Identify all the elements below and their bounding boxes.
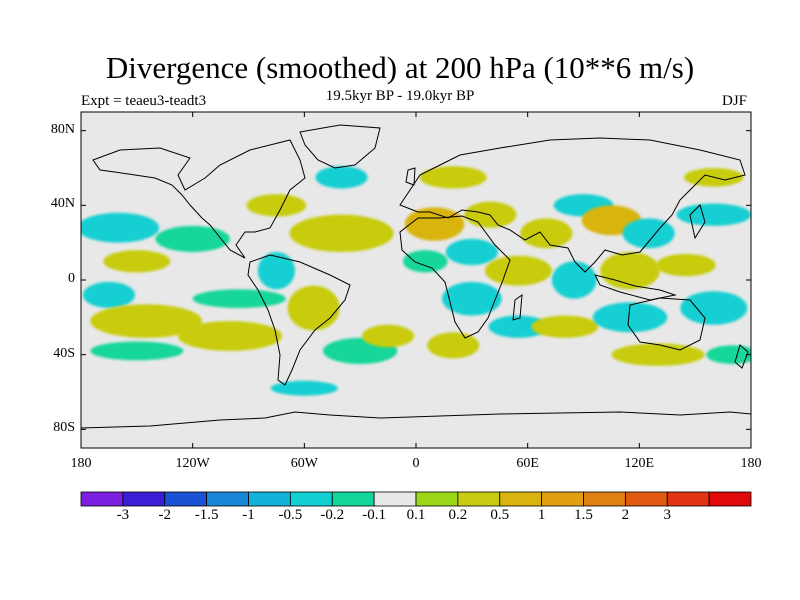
colorbar-swatch-11 [541, 491, 584, 507]
colorbar-swatch-12 [583, 491, 626, 507]
divergence-region-3 [90, 304, 202, 338]
lon-label-3: 0 [412, 456, 420, 471]
lat-label-80n: 80N [50, 121, 75, 137]
divergence-region-35 [680, 291, 748, 325]
divergence-region-32 [622, 218, 675, 249]
divergence-region-22 [464, 201, 517, 228]
colorbar-label-2: -1.5 [194, 507, 219, 523]
lon-label-0: 180 [70, 456, 92, 471]
divergence-field [81, 166, 751, 396]
experiment-label: Expt = teaeu3-teadt3 [81, 93, 207, 109]
colorbar-swatch-2 [164, 491, 208, 507]
divergence-region-33 [611, 343, 705, 366]
season-label: DJF [722, 93, 748, 109]
colorbar-label-3: -1 [242, 507, 255, 523]
divergence-region-9 [257, 251, 296, 290]
divergence-region-12 [315, 166, 368, 189]
colorbar-swatch-4 [248, 491, 291, 507]
divergence-region-6 [177, 321, 282, 351]
colorbar-label-1: -2 [158, 507, 172, 523]
colorbar-label-7: 0.1 [406, 507, 426, 523]
colorbar-swatch-6 [331, 491, 375, 507]
divergence-region-38 [706, 345, 751, 364]
colorbar-swatch-13 [624, 491, 668, 507]
divergence-region-31 [592, 302, 668, 333]
colorbar-swatch-15 [708, 491, 752, 507]
divergence-region-1 [103, 250, 171, 273]
divergence-region-2 [82, 281, 135, 308]
lon-label-2: 60W [290, 456, 318, 471]
coastlines [81, 124, 751, 429]
coastline-indonesia [594, 274, 677, 301]
divergence-region-30 [600, 251, 660, 290]
coastline-north-america [92, 139, 306, 259]
divergence-region-4 [90, 341, 184, 361]
colorbar-label-10: 1 [537, 507, 546, 523]
coastline-uk [405, 167, 416, 186]
axis-ticks [80, 112, 752, 448]
divergence-region-36 [676, 203, 751, 226]
lon-label-4: 60E [516, 456, 539, 471]
colorbar-swatch-10 [499, 491, 543, 507]
colorbar-label-12: 2 [621, 507, 630, 523]
colorbar-label-8: 0.2 [448, 507, 468, 523]
divergence-region-27 [531, 315, 599, 338]
coastline-greenland [299, 124, 381, 169]
divergence-region-10 [287, 285, 340, 331]
divergence-region-21 [427, 332, 480, 359]
colorbar-label-11: 1.5 [574, 507, 593, 523]
colorbar-label-9: 0.5 [490, 507, 510, 523]
colorbar-label-4: -0.5 [278, 507, 303, 523]
coastline-japan [689, 204, 706, 240]
divergence-region-0 [81, 212, 160, 243]
coastline-australia [627, 297, 706, 351]
lat-label-80s: 80S [53, 420, 75, 436]
divergence-region-20 [442, 281, 502, 316]
divergence-region-34 [656, 253, 716, 277]
divergence-region-15 [362, 324, 415, 348]
coastline-madagascar [512, 293, 523, 321]
lon-label-5: 120E [624, 456, 655, 471]
divergence-region-26 [551, 261, 597, 299]
colorbar-swatch-3 [206, 491, 249, 507]
divergence-region-7 [192, 289, 286, 308]
divergence-region-14 [270, 380, 338, 396]
colorbar-label-0: -3 [116, 507, 130, 523]
coastline-south-america [247, 254, 351, 386]
colorbar-label-5: -0.2 [320, 507, 345, 523]
chart-title: Divergence (smoothed) at 200 hPa (10**6 … [105, 50, 695, 85]
colorbar-swatch-14 [666, 491, 710, 507]
colorbar-swatch-5 [289, 491, 333, 507]
colorbar-label-6: -0.1 [362, 507, 386, 523]
divergence-region-11 [289, 214, 394, 252]
coastline-eurasia [399, 137, 746, 273]
colorbar-swatch-7 [373, 491, 417, 507]
colorbar-swatch-0 [80, 491, 124, 507]
chart-subtitle: 19.5kyr BP - 19.0kyr BP [325, 88, 475, 104]
divergence-region-25 [520, 218, 573, 249]
divergence-region-18 [419, 166, 487, 189]
divergence-region-17 [404, 207, 465, 241]
lat-label-40s: 40S [53, 345, 75, 361]
coastline-antarctica [81, 411, 751, 429]
divergence-region-23 [484, 255, 552, 286]
colorbar-label-13: 3 [663, 507, 672, 523]
lon-label-6: 180 [740, 456, 762, 471]
divergence-region-16 [402, 250, 448, 273]
colorbar-swatch-1 [122, 491, 166, 507]
colorbar-swatch-9 [457, 491, 501, 507]
divergence-region-8 [246, 194, 307, 217]
divergence-region-5 [155, 225, 230, 252]
lon-label-1: 120W [175, 456, 210, 471]
coastline-africa [399, 215, 511, 339]
divergence-region-24 [488, 315, 549, 338]
colorbar [80, 491, 752, 507]
divergence-region-19 [445, 238, 498, 266]
coastline-new-zealand [734, 344, 749, 369]
lat-label-0: 0 [68, 271, 75, 286]
colorbar-swatch-8 [415, 491, 459, 507]
lat-label-40n: 40N [50, 196, 75, 212]
